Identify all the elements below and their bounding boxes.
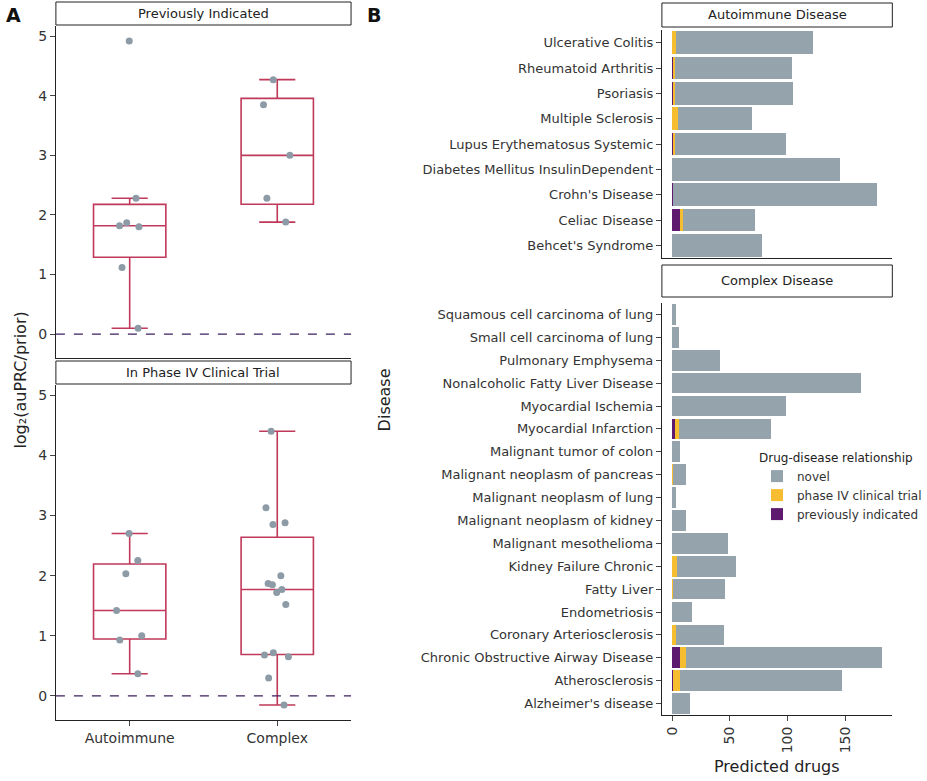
svg-text:Celiac Disease: Celiac Disease (559, 213, 654, 228)
svg-text:Previously Indicated: Previously Indicated (138, 6, 269, 21)
svg-text:2: 2 (38, 207, 47, 223)
svg-text:Alzheimer's disease: Alzheimer's disease (524, 696, 653, 711)
svg-text:log₂(auPRC/prior): log₂(auPRC/prior) (11, 311, 30, 448)
svg-text:A: A (6, 4, 21, 26)
svg-text:Atherosclerosis: Atherosclerosis (555, 673, 654, 688)
svg-text:5: 5 (38, 387, 47, 403)
svg-text:Malignant tumor of colon: Malignant tumor of colon (490, 444, 653, 459)
svg-text:2: 2 (38, 568, 47, 584)
svg-text:Drug-disease relationship: Drug-disease relationship (759, 451, 913, 465)
svg-text:Endometriosis: Endometriosis (561, 605, 654, 620)
svg-text:Complex: Complex (247, 730, 308, 746)
svg-text:Malignant neoplasm of pancreas: Malignant neoplasm of pancreas (441, 467, 653, 482)
svg-text:Predicted drugs: Predicted drugs (714, 757, 840, 776)
svg-text:B: B (367, 4, 381, 26)
svg-text:4: 4 (38, 88, 47, 104)
svg-text:3: 3 (38, 507, 47, 523)
svg-text:Coronary Arteriosclerosis: Coronary Arteriosclerosis (490, 627, 654, 642)
svg-text:150: 150 (837, 727, 853, 754)
svg-text:previously indicated: previously indicated (797, 508, 918, 522)
svg-text:phase IV clinical trial: phase IV clinical trial (797, 489, 922, 503)
svg-text:Disease: Disease (375, 368, 394, 431)
svg-text:Small cell carcinoma of lung: Small cell carcinoma of lung (470, 330, 654, 345)
svg-text:Malignant neoplasm of lung: Malignant neoplasm of lung (472, 490, 653, 505)
svg-text:In Phase IV Clinical Trial: In Phase IV Clinical Trial (126, 365, 280, 380)
svg-text:5: 5 (38, 28, 47, 44)
svg-text:50: 50 (721, 727, 737, 745)
svg-text:Malignant mesothelioma: Malignant mesothelioma (492, 536, 653, 551)
svg-text:Fatty Liver: Fatty Liver (585, 582, 654, 597)
svg-text:Rheumatoid Arthritis: Rheumatoid Arthritis (518, 61, 653, 76)
svg-text:Complex Disease: Complex Disease (721, 273, 833, 288)
svg-text:Lupus Erythematosus Systemic: Lupus Erythematosus Systemic (449, 137, 653, 152)
svg-text:1: 1 (38, 628, 47, 644)
svg-text:Autoimmune Disease: Autoimmune Disease (708, 7, 847, 22)
svg-text:Autoimmune: Autoimmune (85, 730, 175, 746)
svg-text:Psoriasis: Psoriasis (597, 86, 654, 101)
svg-text:0: 0 (38, 326, 47, 342)
svg-text:4: 4 (38, 447, 47, 463)
svg-text:100: 100 (779, 727, 795, 754)
svg-text:novel: novel (797, 470, 830, 484)
svg-text:0: 0 (38, 688, 47, 704)
svg-text:1: 1 (38, 266, 47, 282)
svg-text:Chronic Obstructive Airway Dis: Chronic Obstructive Airway Disease (421, 650, 653, 665)
svg-text:Crohn's Disease: Crohn's Disease (549, 187, 653, 202)
svg-text:Pulmonary Emphysema: Pulmonary Emphysema (499, 353, 653, 368)
svg-text:Diabetes Mellitus InsulinDepen: Diabetes Mellitus InsulinDependent (423, 162, 654, 177)
svg-text:0: 0 (664, 727, 680, 736)
svg-text:Nonalcoholic Fatty Liver Disea: Nonalcoholic Fatty Liver Disease (443, 376, 654, 391)
svg-text:Kidney Failure Chronic: Kidney Failure Chronic (509, 559, 654, 574)
svg-text:3: 3 (38, 147, 47, 163)
svg-text:Myocardial Infarction: Myocardial Infarction (517, 421, 653, 436)
svg-text:Multiple Sclerosis: Multiple Sclerosis (540, 111, 653, 126)
svg-text:Myocardial Ischemia: Myocardial Ischemia (520, 399, 653, 414)
svg-text:Behcet's Syndrome: Behcet's Syndrome (527, 238, 653, 253)
svg-text:Squamous cell carcinoma of lun: Squamous cell carcinoma of lung (437, 307, 653, 322)
svg-text:Malignant neoplasm of kidney: Malignant neoplasm of kidney (457, 513, 653, 528)
svg-text:Ulcerative Colitis: Ulcerative Colitis (543, 35, 653, 50)
